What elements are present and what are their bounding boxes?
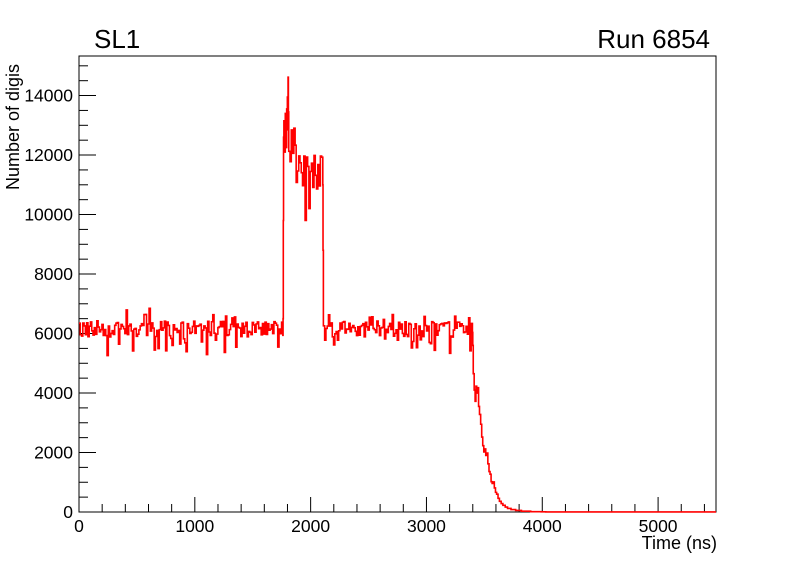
x-axis: 0 1000 2000 3000 4000 5000 [74, 497, 705, 536]
plot-frame [78, 55, 717, 513]
x-tick-label: 0 [74, 516, 84, 536]
y-tick-label: 10000 [24, 205, 73, 225]
y-tick-label: 2000 [34, 443, 73, 463]
y-tick-label: 4000 [34, 383, 73, 403]
histogram-line [79, 76, 716, 513]
x-tick-label: 3000 [407, 516, 446, 536]
y-axis: 0 2000 4000 6000 8000 10000 12000 14000 [24, 65, 96, 522]
y-tick-label: 0 [63, 502, 73, 522]
x-tick-label: 2000 [291, 516, 330, 536]
x-tick-label: 4000 [523, 516, 562, 536]
x-tick-label: 1000 [175, 516, 214, 536]
y-tick-label: 12000 [24, 145, 73, 165]
histogram-title: SL1 [94, 24, 141, 54]
run-number-label: Run 6854 [597, 24, 710, 54]
y-tick-label: 8000 [34, 264, 73, 284]
y-tick-label: 6000 [34, 324, 73, 344]
x-axis-title: Time (ns) [641, 533, 717, 553]
x-tick-label: 5000 [639, 516, 678, 536]
y-tick-label: 14000 [24, 86, 73, 106]
